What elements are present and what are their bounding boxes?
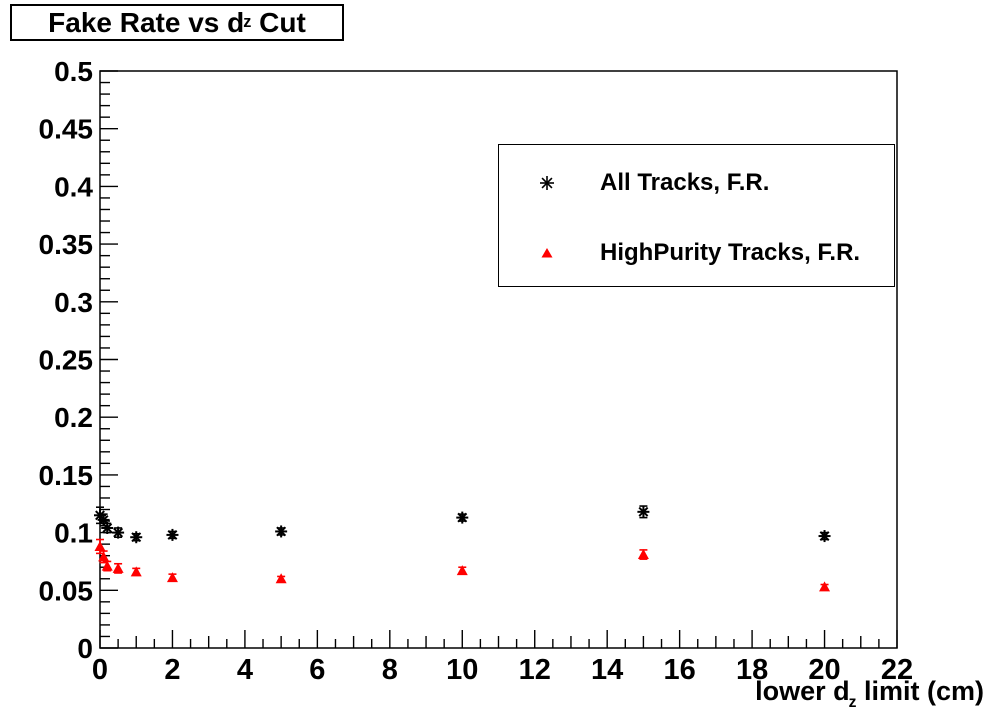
svg-text:0: 0: [77, 633, 93, 664]
svg-text:0.3: 0.3: [54, 287, 93, 318]
svg-text:0.35: 0.35: [39, 229, 94, 260]
y-axis-labels: 0 0.05 0.1 0.15 0.2 0.25 0.3 0.35 0.4 0.45 0.5: [39, 56, 94, 664]
x-axis-ticks: [99, 630, 898, 648]
legend-entry-all-tracks: All Tracks, F.R.: [499, 163, 894, 203]
y-axis-ticks: [100, 70, 118, 649]
svg-text:12: 12: [519, 654, 551, 686]
legend-label-all-tracks: All Tracks, F.R.: [600, 169, 770, 196]
svg-text:0.5: 0.5: [54, 56, 93, 87]
svg-text:14: 14: [591, 654, 623, 686]
legend-entry-highpurity-tracks: HighPurity Tracks, F.R.: [499, 233, 894, 273]
svg-text:10: 10: [446, 654, 478, 686]
svg-text:0.45: 0.45: [39, 114, 94, 145]
svg-text:22: 22: [881, 654, 913, 686]
chart-title-suffix: Cut: [251, 6, 306, 38]
svg-text:6: 6: [309, 654, 325, 686]
x-axis-title-subscript: z: [848, 694, 857, 712]
series-highpurity-tracks-f-r: [94, 538, 831, 592]
x-axis-title: lower dz limit (cm): [755, 676, 984, 712]
triangle-marker-icon: [541, 248, 553, 258]
svg-text:0.2: 0.2: [54, 402, 93, 433]
svg-text:16: 16: [664, 654, 696, 686]
svg-text:0.25: 0.25: [39, 345, 94, 376]
chart-title-subscript: z: [243, 13, 252, 31]
svg-text:20: 20: [808, 654, 840, 686]
svg-text:0.1: 0.1: [54, 518, 93, 549]
asterisk-marker-icon: [540, 176, 554, 190]
svg-text:8: 8: [382, 654, 398, 686]
legend-label-highpurity-tracks: HighPurity Tracks, F.R.: [600, 239, 861, 266]
series-all-tracks-f-r: [94, 505, 831, 544]
svg-text:0.05: 0.05: [39, 575, 94, 606]
x-axis-title-text: lower d: [755, 676, 850, 706]
svg-text:0: 0: [92, 654, 108, 686]
svg-text:0.4: 0.4: [54, 171, 93, 202]
svg-text:4: 4: [237, 654, 253, 686]
chart-title-text: Fake Rate vs d: [48, 6, 245, 38]
svg-text:18: 18: [736, 654, 768, 686]
legend: All Tracks, F.R. HighPurity Tracks, F.R.: [498, 144, 895, 287]
x-axis-title-suffix: limit (cm): [856, 676, 984, 706]
svg-text:0.15: 0.15: [39, 460, 94, 491]
svg-text:2: 2: [164, 654, 180, 686]
x-axis-labels: 0 2 4 6 8 10 12 14 16 18 20 22: [92, 654, 913, 686]
